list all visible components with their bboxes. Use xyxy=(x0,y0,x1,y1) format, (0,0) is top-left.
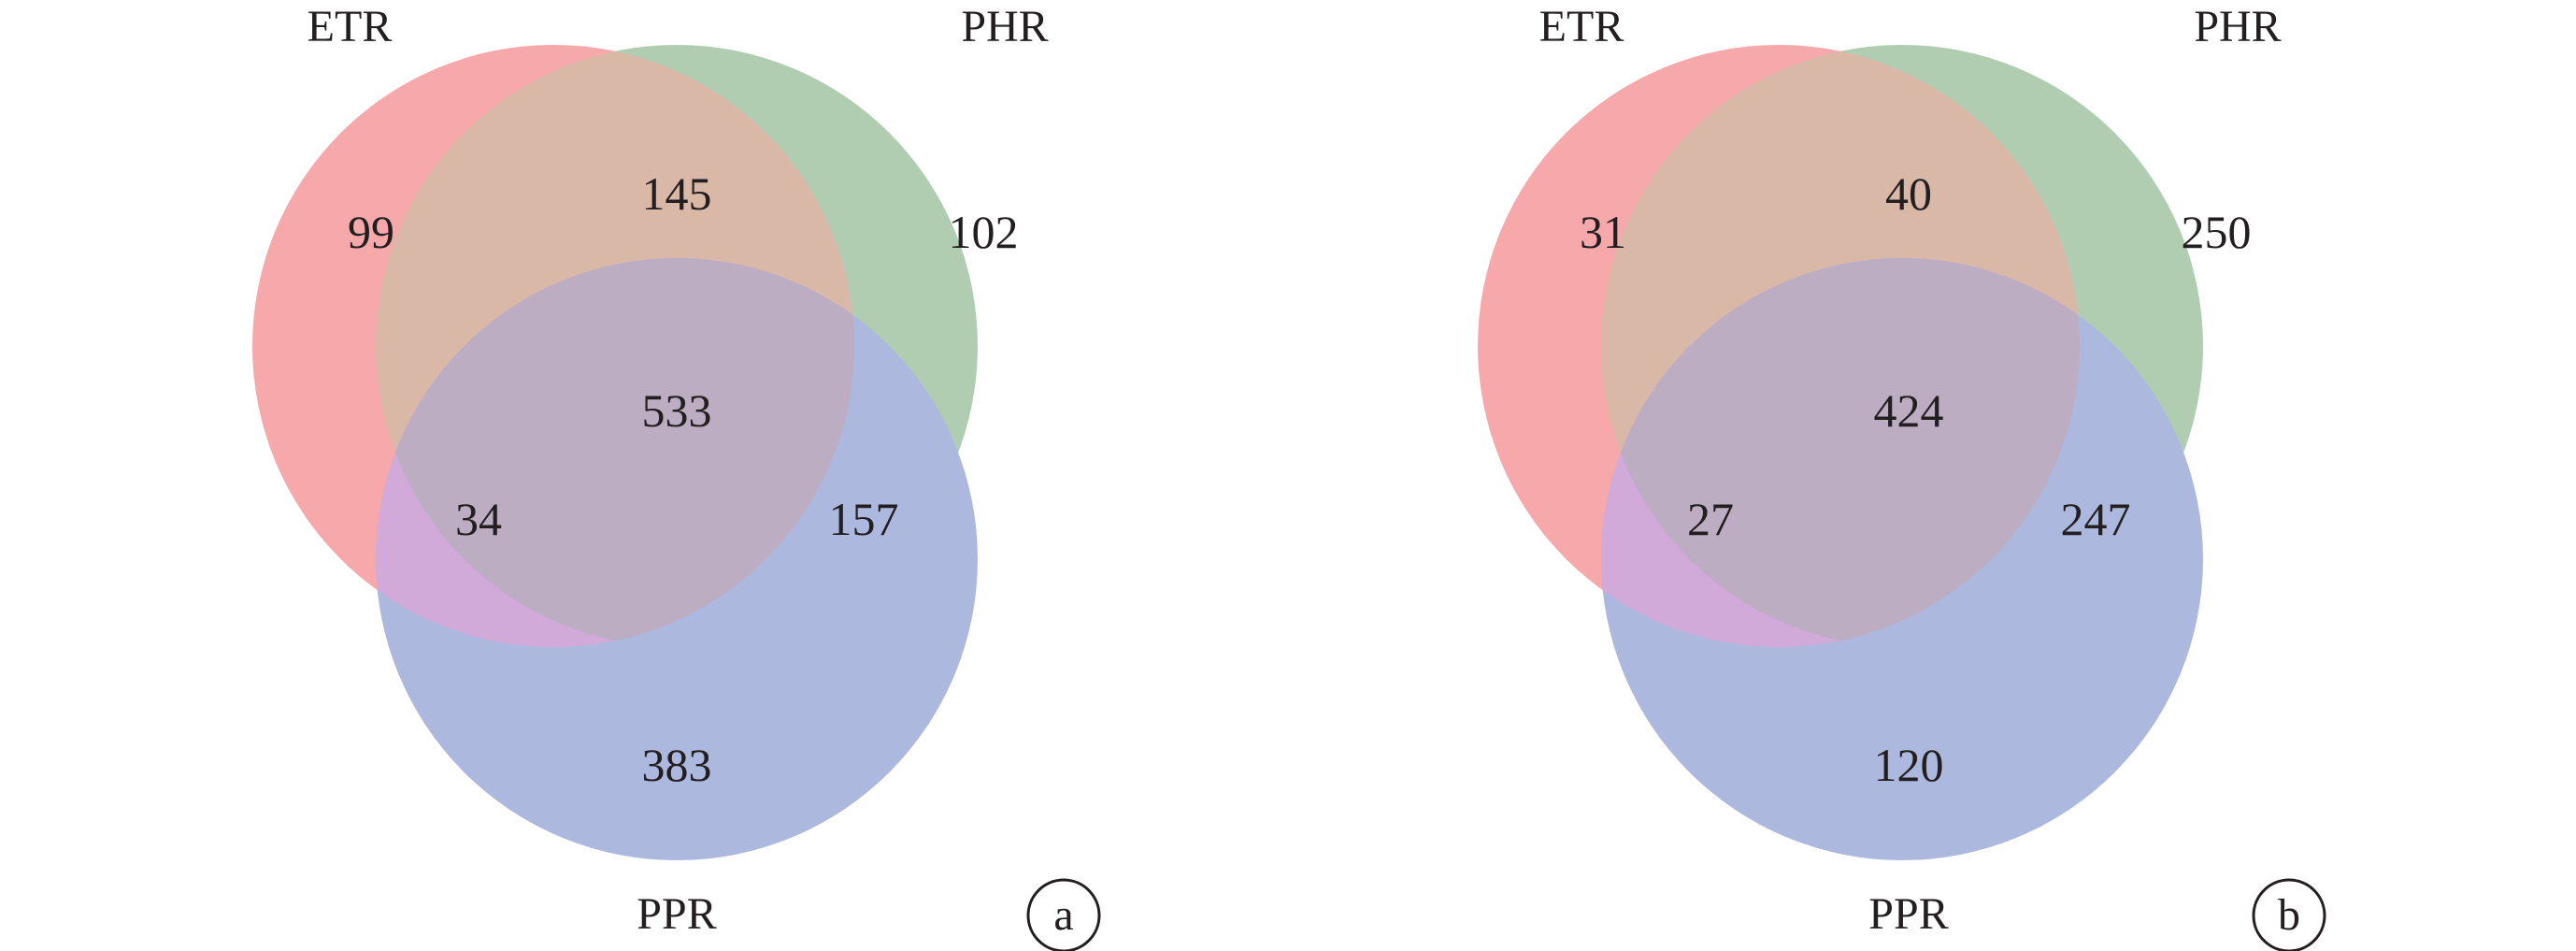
count-ppr-only: 120 xyxy=(1874,739,1944,791)
count-etr-only: 31 xyxy=(1580,206,1626,258)
all-sets-overlap xyxy=(376,258,854,647)
count-phr-ppr: 157 xyxy=(829,493,899,545)
all-sets-overlap xyxy=(1601,258,2080,647)
count-etr-phr: 145 xyxy=(642,167,712,220)
panel-tag-b: b xyxy=(2278,890,2300,940)
set-label-ppr: PPR xyxy=(1868,889,1948,939)
set-label-ppr: PPR xyxy=(637,889,716,939)
count-ppr-only: 383 xyxy=(642,739,712,791)
count-etr-phr: 40 xyxy=(1885,167,1932,220)
panel-tag-circle xyxy=(2252,878,2326,951)
set-label-phr: PHR xyxy=(961,2,1048,51)
venn-panel-b: ETR PHR PPR 31 40 250 424 27 247 120 b xyxy=(1478,2,2326,951)
count-etr-only: 99 xyxy=(348,206,394,258)
count-etr-ppr: 27 xyxy=(1687,493,1734,545)
count-all-sets: 424 xyxy=(1874,384,1944,437)
panel-tag-a: a xyxy=(1053,890,1073,940)
count-etr-ppr: 34 xyxy=(455,493,502,545)
panel-tag-circle xyxy=(1026,878,1101,951)
count-phr-only: 102 xyxy=(949,206,1019,258)
venn-panel-a: ETR PHR PPR 99 145 102 533 34 157 383 a xyxy=(252,2,1101,951)
count-all-sets: 533 xyxy=(642,384,712,437)
count-phr-ppr: 247 xyxy=(2061,493,2131,545)
set-label-phr: PHR xyxy=(2194,2,2281,51)
set-label-etr: ETR xyxy=(308,2,393,51)
count-phr-only: 250 xyxy=(2182,206,2252,258)
set-label-etr: ETR xyxy=(1539,2,1624,51)
